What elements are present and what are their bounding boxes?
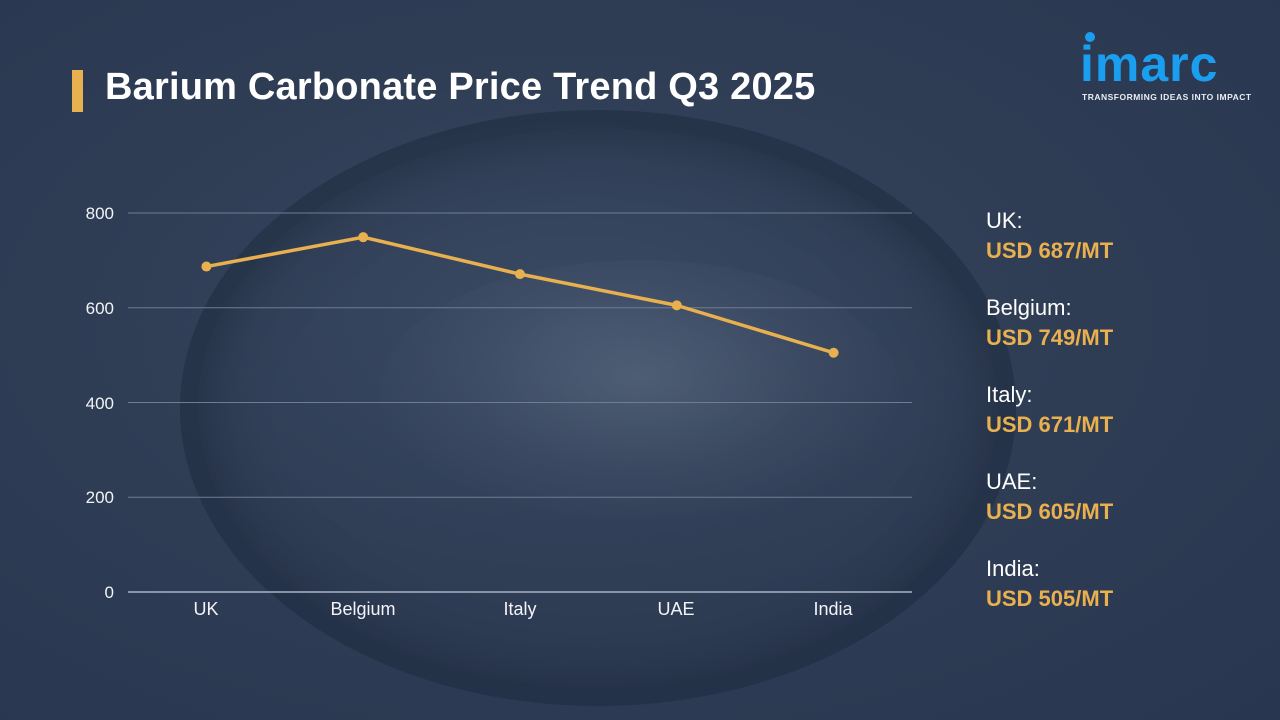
legend-price: USD 505/MT bbox=[986, 586, 1114, 611]
imarc-logo: imarc TRANSFORMING IDEAS INTO IMPACT bbox=[1080, 30, 1252, 105]
title-accent-bar bbox=[72, 70, 83, 112]
page-title: Barium Carbonate Price Trend Q3 2025 bbox=[105, 66, 816, 108]
data-point bbox=[671, 300, 682, 311]
legend-country: India: bbox=[986, 556, 1040, 581]
data-point bbox=[828, 347, 839, 358]
legend-country: UAE: bbox=[986, 469, 1038, 494]
x-tick-india: India bbox=[813, 599, 853, 619]
price-legend: UK: USD 687/MT Belgium: USD 749/MT Italy… bbox=[986, 206, 1113, 641]
legend-item-italy: Italy: USD 671/MT bbox=[986, 380, 1113, 467]
legend-price: USD 605/MT bbox=[986, 499, 1114, 524]
legend-country: UK: bbox=[986, 208, 1023, 233]
logo-dot-icon bbox=[1085, 32, 1095, 42]
x-tick-uae: UAE bbox=[657, 599, 695, 619]
y-tick-800: 800 bbox=[85, 204, 114, 223]
y-tick-400: 400 bbox=[85, 394, 114, 413]
data-point bbox=[201, 261, 212, 272]
legend-price: USD 749/MT bbox=[986, 325, 1114, 350]
logo-wordmark: imarc bbox=[1080, 36, 1219, 92]
y-tick-0: 0 bbox=[104, 583, 114, 602]
legend-price: USD 671/MT bbox=[986, 412, 1114, 437]
logo-tagline: TRANSFORMING IDEAS INTO IMPACT bbox=[1082, 92, 1252, 102]
x-tick-uk: UK bbox=[193, 599, 219, 619]
y-tick-600: 600 bbox=[85, 299, 114, 318]
line-chart: 800 600 400 200 0 UK Belgium Italy UAE I… bbox=[85, 204, 912, 619]
background-powder bbox=[380, 260, 900, 520]
legend-country: Italy: bbox=[986, 382, 1033, 407]
data-point bbox=[358, 232, 369, 243]
y-tick-200: 200 bbox=[85, 488, 114, 507]
chart-plot-area bbox=[128, 212, 912, 593]
legend-item-belgium: Belgium: USD 749/MT bbox=[986, 293, 1113, 380]
x-tick-belgium: Belgium bbox=[330, 599, 396, 619]
legend-item-uae: UAE: USD 605/MT bbox=[986, 467, 1113, 554]
data-point bbox=[515, 269, 525, 280]
legend-item-india: India: USD 505/MT bbox=[986, 554, 1113, 641]
legend-item-uk: UK: USD 687/MT bbox=[986, 206, 1113, 293]
price-line bbox=[206, 235, 835, 355]
legend-price: USD 687/MT bbox=[986, 238, 1114, 263]
x-tick-italy: Italy bbox=[503, 599, 537, 619]
legend-country: Belgium: bbox=[986, 295, 1072, 320]
